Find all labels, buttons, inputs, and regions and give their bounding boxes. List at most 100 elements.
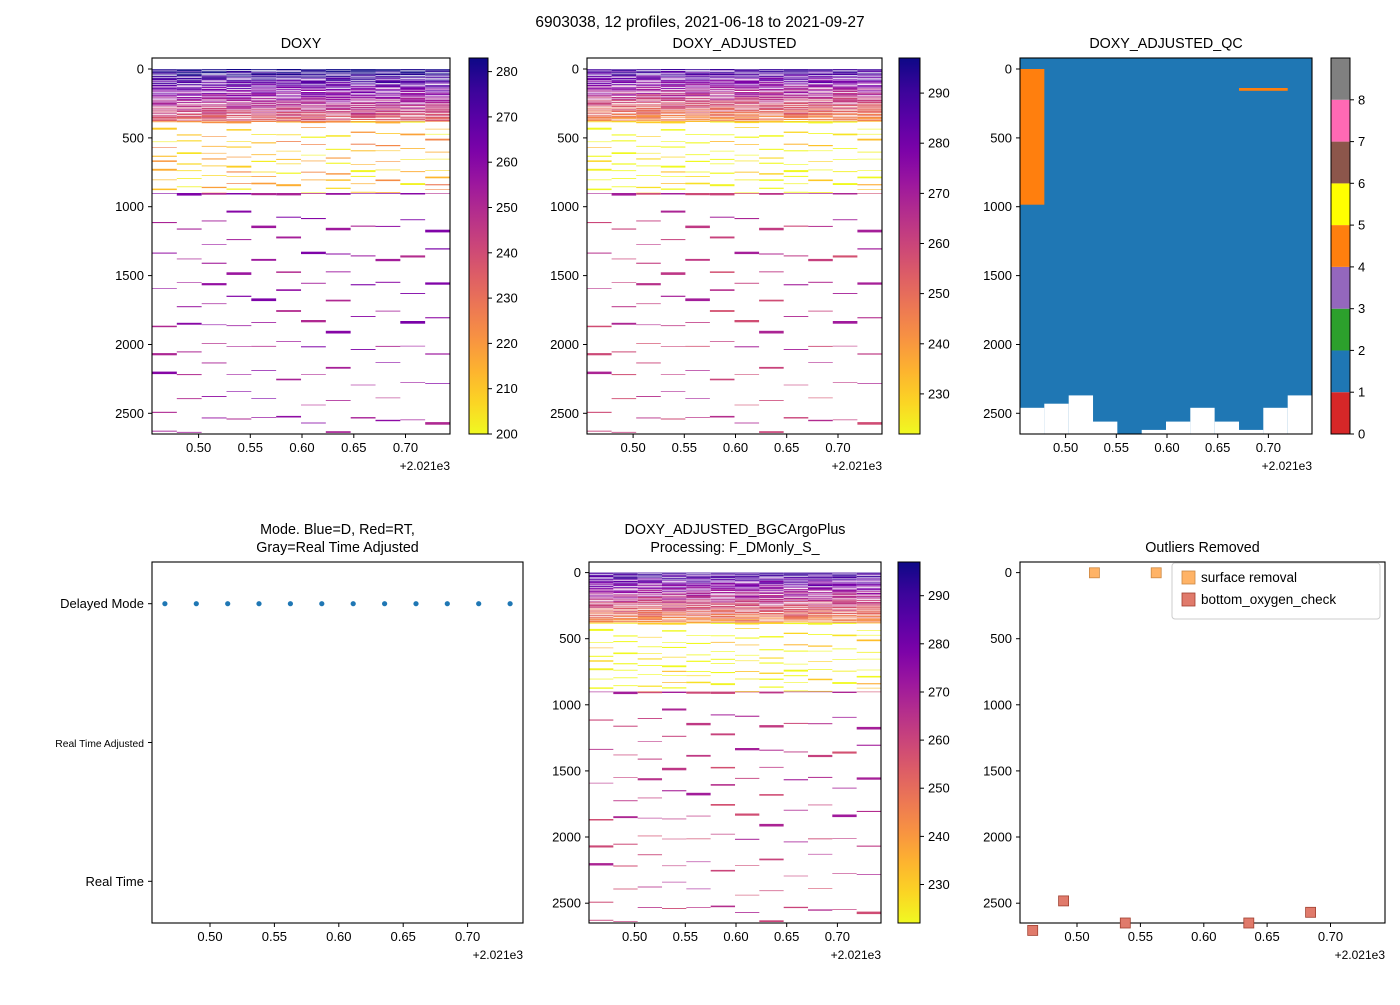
svg-text:0.70: 0.70 xyxy=(825,440,850,455)
svg-text:250: 250 xyxy=(928,781,950,796)
svg-text:0.60: 0.60 xyxy=(723,929,748,944)
svg-text:280: 280 xyxy=(928,136,950,151)
svg-text:280: 280 xyxy=(928,636,950,651)
svg-text:7: 7 xyxy=(1358,134,1365,149)
svg-text:1500: 1500 xyxy=(550,268,579,283)
svg-text:290: 290 xyxy=(928,86,950,101)
svg-text:0.60: 0.60 xyxy=(723,440,748,455)
svg-text:0.70: 0.70 xyxy=(393,440,418,455)
svg-text:240: 240 xyxy=(928,336,950,351)
svg-text:Delayed Mode: Delayed Mode xyxy=(60,596,144,611)
svg-text:1000: 1000 xyxy=(552,697,581,712)
svg-text:500: 500 xyxy=(557,130,579,145)
svg-text:1500: 1500 xyxy=(115,268,144,283)
svg-text:2500: 2500 xyxy=(983,896,1012,911)
svg-text:230: 230 xyxy=(928,386,950,401)
svg-text:0.50: 0.50 xyxy=(1053,440,1078,455)
svg-text:0: 0 xyxy=(574,565,581,580)
svg-text:1500: 1500 xyxy=(983,763,1012,778)
svg-text:0.70: 0.70 xyxy=(1318,929,1343,944)
svg-text:3: 3 xyxy=(1358,301,1365,316)
svg-text:0.70: 0.70 xyxy=(825,929,850,944)
svg-text:+2.021e3: +2.021e3 xyxy=(1335,948,1386,962)
svg-text:0.60: 0.60 xyxy=(1154,440,1179,455)
svg-text:2000: 2000 xyxy=(550,337,579,352)
svg-text:0: 0 xyxy=(1005,565,1012,580)
svg-text:0.65: 0.65 xyxy=(1254,929,1279,944)
svg-text:500: 500 xyxy=(559,631,581,646)
svg-text:2500: 2500 xyxy=(550,406,579,421)
svg-text:270: 270 xyxy=(928,186,950,201)
svg-text:0.50: 0.50 xyxy=(197,929,222,944)
svg-text:2500: 2500 xyxy=(552,896,581,911)
svg-text:8: 8 xyxy=(1358,92,1365,107)
svg-text:0.70: 0.70 xyxy=(455,929,480,944)
svg-text:+2.021e3: +2.021e3 xyxy=(400,459,451,473)
svg-text:0.60: 0.60 xyxy=(1191,929,1216,944)
svg-text:220: 220 xyxy=(496,336,518,351)
svg-text:200: 200 xyxy=(496,427,518,442)
svg-text:+2.021e3: +2.021e3 xyxy=(831,948,882,962)
svg-text:230: 230 xyxy=(928,877,950,892)
svg-text:+2.021e3: +2.021e3 xyxy=(473,948,524,962)
svg-text:1500: 1500 xyxy=(552,763,581,778)
svg-text:5: 5 xyxy=(1358,218,1365,233)
svg-text:DOXY: DOXY xyxy=(281,36,322,52)
svg-text:2000: 2000 xyxy=(983,830,1012,845)
svg-text:240: 240 xyxy=(928,829,950,844)
svg-text:bottom_oxygen_check: bottom_oxygen_check xyxy=(1201,592,1336,607)
svg-text:0.65: 0.65 xyxy=(341,440,366,455)
svg-text:0: 0 xyxy=(572,62,579,77)
svg-text:2000: 2000 xyxy=(983,337,1012,352)
svg-text:1500: 1500 xyxy=(983,268,1012,283)
svg-text:1: 1 xyxy=(1358,385,1365,400)
svg-text:0.55: 0.55 xyxy=(672,440,697,455)
svg-text:6903038, 12 profiles, 2021-06-: 6903038, 12 profiles, 2021-06-18 to 2021… xyxy=(535,14,864,31)
svg-text:0.55: 0.55 xyxy=(1128,929,1153,944)
svg-text:Outliers Removed: Outliers Removed xyxy=(1145,540,1259,556)
svg-text:1000: 1000 xyxy=(983,199,1012,214)
svg-text:210: 210 xyxy=(496,381,518,396)
svg-text:0.60: 0.60 xyxy=(326,929,351,944)
svg-text:0: 0 xyxy=(137,62,144,77)
svg-text:2000: 2000 xyxy=(115,337,144,352)
svg-text:230: 230 xyxy=(496,291,518,306)
svg-text:0.65: 0.65 xyxy=(774,440,799,455)
svg-text:250: 250 xyxy=(496,200,518,215)
svg-text:0.65: 0.65 xyxy=(774,929,799,944)
svg-text:0.55: 0.55 xyxy=(262,929,287,944)
svg-text:2: 2 xyxy=(1358,343,1365,358)
svg-text:0.65: 0.65 xyxy=(1205,440,1230,455)
svg-text:Real Time Adjusted: Real Time Adjusted xyxy=(55,739,144,750)
svg-text:2500: 2500 xyxy=(983,406,1012,421)
svg-text:2000: 2000 xyxy=(552,830,581,845)
svg-text:+2.021e3: +2.021e3 xyxy=(1262,459,1313,473)
svg-text:2500: 2500 xyxy=(115,406,144,421)
svg-text:0.50: 0.50 xyxy=(622,929,647,944)
svg-text:Gray=Real Time Adjusted: Gray=Real Time Adjusted xyxy=(256,540,419,556)
svg-text:0.55: 0.55 xyxy=(673,929,698,944)
svg-text:280: 280 xyxy=(496,64,518,79)
svg-text:500: 500 xyxy=(990,130,1012,145)
svg-text:500: 500 xyxy=(990,631,1012,646)
svg-text:DOXY_ADJUSTED_QC: DOXY_ADJUSTED_QC xyxy=(1089,36,1242,52)
svg-text:0.55: 0.55 xyxy=(1104,440,1129,455)
svg-text:0.50: 0.50 xyxy=(186,440,211,455)
svg-text:Real Time: Real Time xyxy=(85,874,144,889)
svg-text:260: 260 xyxy=(928,236,950,251)
svg-text:0.65: 0.65 xyxy=(391,929,416,944)
svg-text:270: 270 xyxy=(928,685,950,700)
svg-text:270: 270 xyxy=(496,109,518,124)
svg-text:0: 0 xyxy=(1005,62,1012,77)
svg-text:250: 250 xyxy=(928,286,950,301)
svg-text:0.50: 0.50 xyxy=(1064,929,1089,944)
svg-text:0.60: 0.60 xyxy=(289,440,314,455)
svg-text:0.55: 0.55 xyxy=(238,440,263,455)
svg-text:0.50: 0.50 xyxy=(620,440,645,455)
svg-text:260: 260 xyxy=(496,155,518,170)
svg-text:+2.021e3: +2.021e3 xyxy=(832,459,883,473)
svg-text:290: 290 xyxy=(928,588,950,603)
svg-text:6: 6 xyxy=(1358,176,1365,191)
svg-text:1000: 1000 xyxy=(983,697,1012,712)
svg-text:DOXY_ADJUSTED: DOXY_ADJUSTED xyxy=(673,36,797,52)
